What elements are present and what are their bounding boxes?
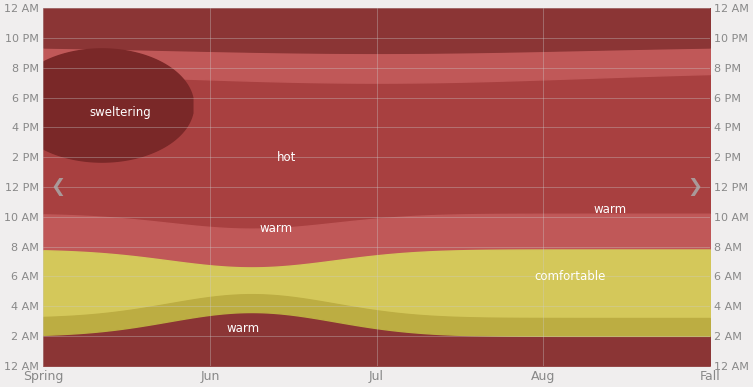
Text: hot: hot [276, 151, 296, 164]
Text: ❯: ❯ [687, 178, 703, 196]
Text: warm: warm [227, 322, 260, 335]
Text: sweltering: sweltering [89, 106, 151, 119]
Text: ❮: ❮ [50, 178, 66, 196]
Text: comfortable: comfortable [535, 270, 606, 283]
Text: warm: warm [593, 203, 626, 216]
Text: warm: warm [260, 222, 293, 235]
